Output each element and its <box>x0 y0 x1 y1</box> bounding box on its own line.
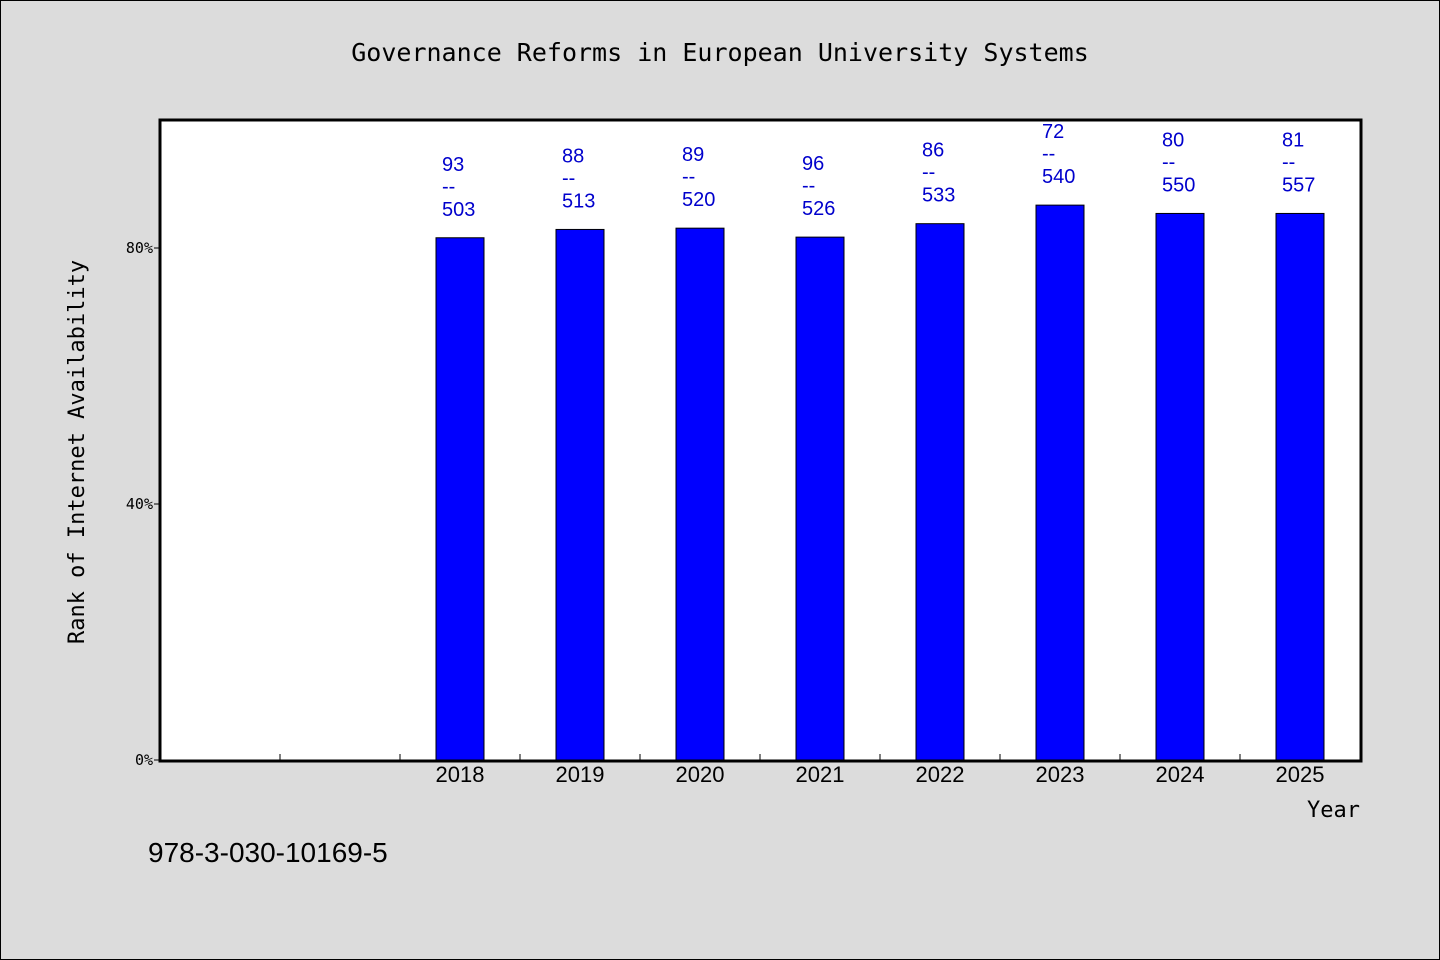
bar-2020 <box>675 227 725 761</box>
x-tick-label: 2025 <box>1276 762 1325 787</box>
x-tick-label: 2023 <box>1036 762 1085 787</box>
data-label-top: 72 <box>1042 121 1064 143</box>
bar-2022 <box>915 223 965 761</box>
bars-group <box>435 204 1325 761</box>
data-label-separator: -- <box>1042 143 1055 165</box>
x-axis-label: Year <box>1307 798 1360 823</box>
data-label-separator: -- <box>682 166 695 188</box>
data-label-separator: -- <box>442 176 455 198</box>
y-tick-label: 80% <box>126 239 153 257</box>
data-label-separator: -- <box>802 175 815 197</box>
data-label-bottom: 503 <box>442 199 475 221</box>
bar-2018 <box>435 237 485 761</box>
data-label-bottom: 550 <box>1162 174 1195 196</box>
data-label-separator: -- <box>562 167 575 189</box>
chart-title: Governance Reforms in European Universit… <box>351 38 1089 67</box>
data-label-bottom: 526 <box>802 198 835 220</box>
y-tick-label: 40% <box>126 495 153 513</box>
data-label-top: 80 <box>1162 129 1184 151</box>
bar-2019 <box>555 228 605 761</box>
x-tick-label: 2022 <box>916 762 965 787</box>
bar-2024 <box>1155 212 1205 761</box>
data-label-top: 81 <box>1282 129 1304 151</box>
data-labels-group: 93--50388--51389--52096--52686--53372--5… <box>442 121 1315 221</box>
y-tick-label: 0% <box>135 751 153 769</box>
x-tick-label: 2020 <box>676 762 725 787</box>
data-label-bottom: 513 <box>562 190 595 212</box>
data-label-bottom: 540 <box>1042 166 1075 188</box>
bar-2025 <box>1275 212 1325 761</box>
data-label-separator: -- <box>922 162 935 184</box>
data-label-bottom: 557 <box>1282 174 1315 196</box>
bar-2023 <box>1035 204 1085 761</box>
data-label-top: 86 <box>922 140 944 162</box>
bar-2021 <box>795 236 845 761</box>
x-tick-label: 2018 <box>436 762 485 787</box>
data-label-separator: -- <box>1282 151 1295 173</box>
data-label-separator: -- <box>1162 151 1175 173</box>
data-label-top: 93 <box>442 154 464 176</box>
y-axis-label: Rank of Internet Availability <box>65 260 90 644</box>
ticks-group: 0% 40% 80% 2018 2019 2020 2021 2022 2023 2024 2025 <box>126 239 1325 787</box>
isbn-footnote: 978-3-030-10169-5 <box>148 837 388 868</box>
data-label-top: 88 <box>562 145 584 167</box>
x-tick-label: 2021 <box>796 762 845 787</box>
x-tick-label: 2019 <box>556 762 605 787</box>
data-label-bottom: 533 <box>922 185 955 207</box>
data-label-top: 89 <box>682 144 704 166</box>
data-label-top: 96 <box>802 153 824 175</box>
x-tick-label: 2024 <box>1156 762 1205 787</box>
data-label-bottom: 520 <box>682 189 715 211</box>
